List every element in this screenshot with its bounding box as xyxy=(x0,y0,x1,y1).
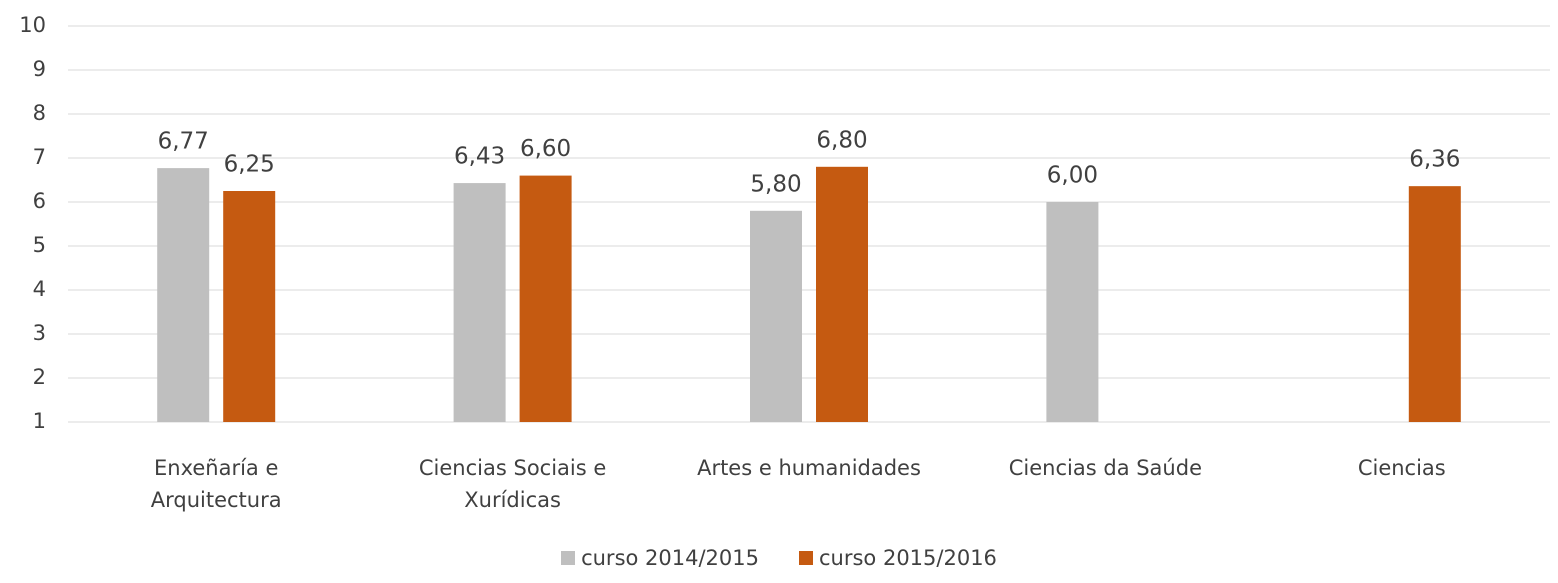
y-tick-label: 6 xyxy=(33,189,46,213)
x-tick-label: Artes e humanidades xyxy=(697,456,921,480)
bar xyxy=(519,175,572,422)
data-label: 5,80 xyxy=(750,171,801,197)
y-tick-label: 8 xyxy=(33,101,46,125)
y-tick-label: 2 xyxy=(33,365,46,389)
bar xyxy=(157,168,210,422)
legend-item: curso 2015/2016 xyxy=(799,546,997,570)
data-label: 6,60 xyxy=(520,136,571,162)
legend-swatch xyxy=(561,551,576,565)
bar xyxy=(1408,186,1461,422)
data-label: 6,43 xyxy=(454,144,505,170)
y-tick-label: 3 xyxy=(33,321,46,345)
y-tick-label: 7 xyxy=(33,145,46,169)
y-tick-label: 5 xyxy=(33,233,46,257)
legend-swatch xyxy=(799,551,813,565)
legend-label: curso 2015/2016 xyxy=(819,546,997,570)
data-label: 6,80 xyxy=(816,127,867,153)
bar xyxy=(453,183,506,422)
bar xyxy=(1046,202,1099,422)
y-tick-label: 1 xyxy=(33,409,46,433)
x-tick-label: Ciencias Sociais e Xurídicas xyxy=(418,456,607,512)
data-label: 6,36 xyxy=(1409,147,1460,173)
y-tick-label: 4 xyxy=(33,277,46,301)
legend-label: curso 2014/2015 xyxy=(581,546,759,570)
data-label: 6,77 xyxy=(158,129,209,155)
bar xyxy=(816,166,868,422)
x-tick-label: Ciencias xyxy=(1357,456,1446,480)
legend-item: curso 2014/2015 xyxy=(561,546,759,570)
x-tick-label: Enxeñaría e Arquitectura xyxy=(150,456,282,512)
y-tick-label: 9 xyxy=(33,57,46,81)
data-label: 6,25 xyxy=(224,152,275,178)
data-label: 6,00 xyxy=(1047,163,1098,189)
y-tick-label: 10 xyxy=(19,13,46,37)
legend: curso 2014/2015 curso 2015/2016 xyxy=(0,546,1558,570)
bar xyxy=(223,191,276,422)
bar xyxy=(750,210,802,422)
x-tick-label: Ciencias da Saúde xyxy=(1008,456,1202,480)
